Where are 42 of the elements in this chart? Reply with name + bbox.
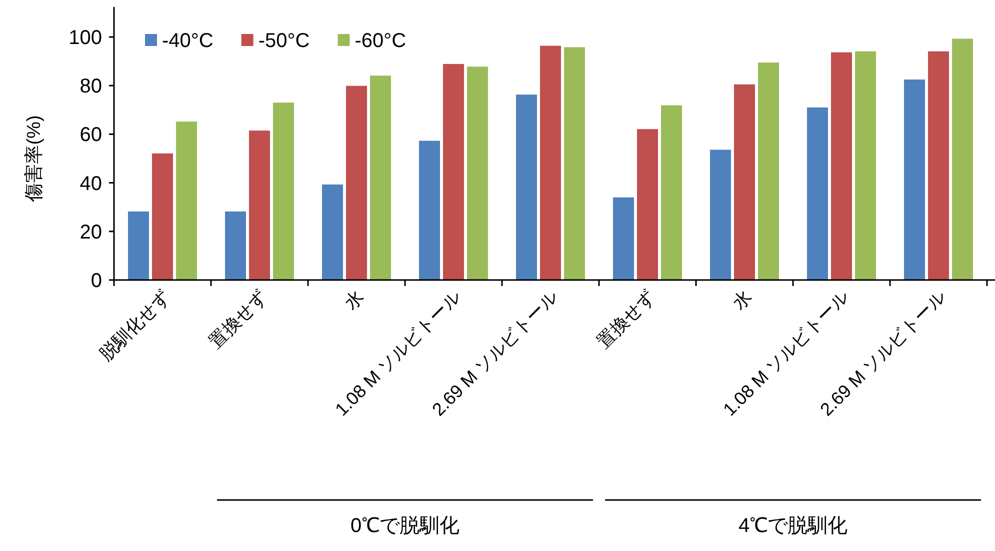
bar xyxy=(661,105,682,280)
legend-label: -50°C xyxy=(258,30,310,52)
bar xyxy=(346,86,367,280)
y-tick-label: 40 xyxy=(80,172,102,195)
bar xyxy=(273,102,294,280)
text: 0℃で脱馴化 xyxy=(350,515,460,537)
x-tick-label: 水 xyxy=(340,286,368,314)
bar xyxy=(249,130,270,280)
legend-label: -40°C xyxy=(162,30,214,52)
bar xyxy=(564,47,585,280)
x-tick-label: 置換せず xyxy=(205,286,270,352)
bar xyxy=(128,211,149,280)
bar xyxy=(613,197,634,280)
bar xyxy=(904,80,925,280)
bar xyxy=(855,51,876,280)
bar xyxy=(540,46,561,280)
bar xyxy=(516,94,537,280)
y-tick-label: 80 xyxy=(80,76,102,98)
bar xyxy=(952,38,973,280)
x-tick-label: 水 xyxy=(728,286,756,314)
bar xyxy=(637,129,658,280)
legend-label: -60°C xyxy=(354,30,406,52)
y-tick-label: 20 xyxy=(80,221,102,244)
bar xyxy=(807,107,828,280)
bar xyxy=(176,122,197,280)
y-tick-label: 100 xyxy=(68,27,102,49)
text: 4℃で脱馴化 xyxy=(738,515,848,537)
bar xyxy=(928,51,949,280)
bar xyxy=(467,66,488,280)
bar xyxy=(419,140,440,280)
bar xyxy=(322,184,343,280)
bar xyxy=(734,84,755,280)
y-axis-title: 傷害率(%) xyxy=(23,115,45,203)
bar xyxy=(225,211,246,280)
bar xyxy=(443,64,464,280)
bar xyxy=(152,153,173,280)
bar xyxy=(710,150,731,280)
bar xyxy=(831,52,852,280)
y-tick-label: 60 xyxy=(80,124,102,146)
bar xyxy=(370,76,391,280)
bar xyxy=(758,62,779,280)
x-tick-label: 置換せず xyxy=(593,286,658,352)
